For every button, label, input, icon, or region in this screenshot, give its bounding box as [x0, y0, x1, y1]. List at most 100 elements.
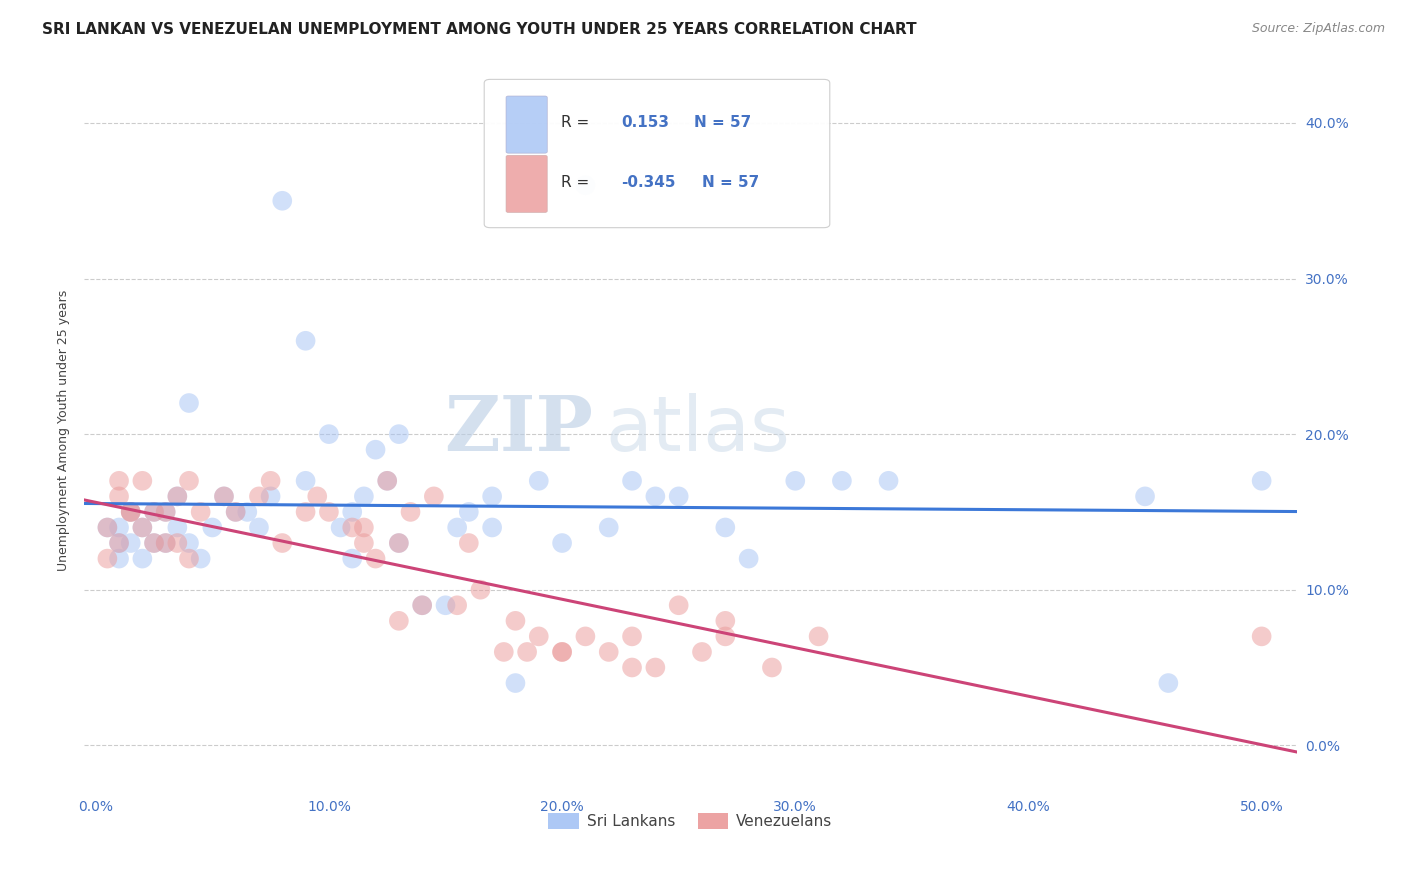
- Point: [294, 334, 316, 348]
- Point: [714, 629, 737, 643]
- Point: [342, 520, 364, 534]
- Point: [446, 599, 468, 613]
- Point: [247, 489, 270, 503]
- Point: [294, 474, 316, 488]
- Text: R =: R =: [561, 175, 589, 190]
- Point: [375, 474, 398, 488]
- Point: [96, 551, 118, 566]
- Point: [155, 536, 177, 550]
- Point: [516, 645, 538, 659]
- Text: atlas: atlas: [606, 393, 790, 467]
- Point: [598, 520, 620, 534]
- Point: [785, 474, 807, 488]
- Point: [574, 629, 596, 643]
- Point: [236, 505, 259, 519]
- Point: [177, 536, 200, 550]
- Text: ZIP: ZIP: [444, 393, 593, 467]
- Point: [551, 645, 574, 659]
- Point: [353, 536, 375, 550]
- Point: [131, 520, 153, 534]
- Point: [481, 520, 503, 534]
- Text: SRI LANKAN VS VENEZUELAN UNEMPLOYMENT AMONG YOUTH UNDER 25 YEARS CORRELATION CHA: SRI LANKAN VS VENEZUELAN UNEMPLOYMENT AM…: [42, 22, 917, 37]
- Point: [714, 520, 737, 534]
- Point: [714, 614, 737, 628]
- Point: [342, 551, 364, 566]
- Point: [457, 505, 479, 519]
- Point: [259, 474, 281, 488]
- Point: [411, 599, 433, 613]
- FancyBboxPatch shape: [506, 155, 547, 212]
- Point: [155, 505, 177, 519]
- Text: -0.345: -0.345: [621, 175, 676, 190]
- Point: [120, 536, 142, 550]
- Point: [877, 474, 900, 488]
- Point: [201, 520, 224, 534]
- Point: [143, 536, 166, 550]
- Point: [505, 676, 527, 690]
- Point: [108, 474, 131, 488]
- Point: [166, 489, 188, 503]
- Point: [1250, 629, 1272, 643]
- Point: [353, 489, 375, 503]
- Point: [131, 520, 153, 534]
- Point: [212, 489, 235, 503]
- Point: [212, 489, 235, 503]
- Point: [190, 505, 212, 519]
- Point: [96, 520, 118, 534]
- Point: [177, 474, 200, 488]
- Point: [318, 505, 340, 519]
- Point: [364, 551, 387, 566]
- Legend: Sri Lankans, Venezuelans: Sri Lankans, Venezuelans: [543, 806, 838, 835]
- Point: [177, 551, 200, 566]
- Point: [668, 489, 690, 503]
- Point: [621, 660, 644, 674]
- Point: [143, 505, 166, 519]
- Point: [166, 489, 188, 503]
- Point: [621, 474, 644, 488]
- Point: [411, 599, 433, 613]
- Point: [108, 520, 131, 534]
- Point: [505, 614, 527, 628]
- Point: [166, 520, 188, 534]
- Point: [307, 489, 329, 503]
- Point: [329, 520, 352, 534]
- Point: [155, 536, 177, 550]
- Y-axis label: Unemployment Among Youth under 25 years: Unemployment Among Youth under 25 years: [58, 290, 70, 571]
- Point: [492, 645, 515, 659]
- Text: N = 57: N = 57: [695, 115, 751, 130]
- Point: [155, 505, 177, 519]
- Point: [644, 660, 666, 674]
- Point: [131, 474, 153, 488]
- Point: [1157, 676, 1180, 690]
- Point: [527, 474, 550, 488]
- Point: [342, 505, 364, 519]
- Point: [120, 505, 142, 519]
- Point: [143, 536, 166, 550]
- Point: [131, 551, 153, 566]
- Point: [399, 505, 422, 519]
- Point: [225, 505, 247, 519]
- FancyBboxPatch shape: [484, 79, 830, 227]
- Text: R =: R =: [561, 115, 589, 130]
- Point: [108, 536, 131, 550]
- Point: [527, 629, 550, 643]
- Point: [177, 396, 200, 410]
- Point: [318, 427, 340, 442]
- Point: [364, 442, 387, 457]
- Point: [423, 489, 446, 503]
- Point: [621, 629, 644, 643]
- Point: [108, 489, 131, 503]
- Point: [108, 551, 131, 566]
- Point: [598, 645, 620, 659]
- Point: [353, 520, 375, 534]
- Point: [574, 178, 596, 193]
- Point: [831, 474, 853, 488]
- Text: 0.153: 0.153: [621, 115, 669, 130]
- Point: [434, 599, 457, 613]
- Point: [375, 474, 398, 488]
- Point: [737, 551, 759, 566]
- Point: [388, 427, 411, 442]
- Point: [690, 645, 713, 659]
- Text: N = 57: N = 57: [703, 175, 759, 190]
- Point: [481, 489, 503, 503]
